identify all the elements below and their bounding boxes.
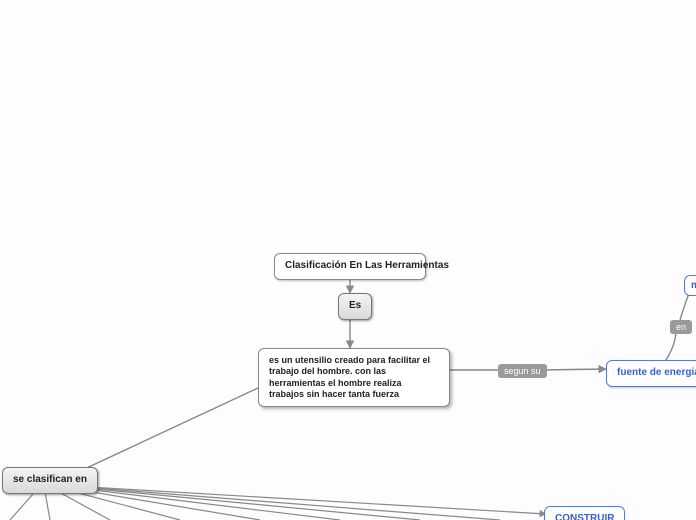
edge-label-segun-su: segun su <box>498 364 547 378</box>
node-construir[interactable]: CONSTRUIR <box>544 506 625 520</box>
node-description-label: es un utensilio creado para facilitar el… <box>258 348 450 407</box>
node-fuente-energia-label: fuente de energia <box>606 360 696 387</box>
node-title[interactable]: Clasificación En Las Herramientas <box>274 253 426 280</box>
node-es[interactable]: Es <box>338 293 372 320</box>
node-se-clasifican[interactable]: se clasifican en <box>2 467 98 494</box>
node-fuente-energia[interactable]: fuente de energia <box>606 360 696 387</box>
node-title-label: Clasificación En Las Herramientas <box>274 253 426 280</box>
diagram-canvas: Clasificación En Las Herramientas Es es … <box>0 0 696 520</box>
node-es-label: Es <box>338 293 372 320</box>
edge-label-en: en <box>670 320 692 334</box>
node-construir-label: CONSTRUIR <box>544 506 625 520</box>
node-se-clasifican-label: se clasifican en <box>2 467 98 494</box>
node-description[interactable]: es un utensilio creado para facilitar el… <box>258 348 450 407</box>
node-stub-right[interactable]: m <box>684 275 696 296</box>
